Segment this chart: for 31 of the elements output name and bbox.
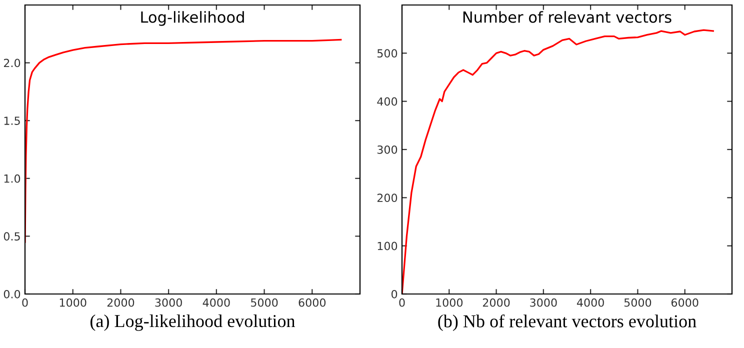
x-tick-label: 4000	[576, 298, 604, 307]
x-tick-label: 4000	[202, 298, 230, 307]
x-tick-label: 6000	[671, 298, 698, 307]
x-tick-label: 1000	[436, 298, 463, 307]
y-tick-label: 0	[391, 290, 398, 298]
chart-title: Number of relevant vectors	[463, 11, 672, 23]
chart-title: Log-likelihood	[141, 11, 244, 26]
y-tick-label: 1.0	[4, 174, 20, 183]
x-tick-label: 2000	[482, 298, 510, 307]
y-tick-label: 100	[378, 242, 398, 250]
x-axis-title: (a) Log-likelihood evolution	[90, 314, 296, 331]
x-tick-label: 2000	[107, 298, 134, 307]
line-series	[402, 29, 714, 294]
x-tick-label: 1000	[60, 298, 86, 307]
x-tick-label: 5000	[251, 298, 278, 307]
y-tick-label: 0.0	[4, 290, 20, 298]
y-tick-label: 0.5	[4, 232, 20, 241]
x-tick-label: 3000	[530, 298, 557, 307]
y-tick-label: 400	[377, 97, 398, 106]
x-tick-label: 5000	[624, 298, 652, 307]
x-tick-label: 0	[399, 298, 405, 307]
y-tick-label: 2.0	[4, 58, 20, 68]
x-tick-label: 6000	[298, 298, 326, 307]
x-axis-title: (b) Nb of relevant vectors evolution	[438, 314, 696, 332]
y-tick-label: 1.5	[4, 116, 20, 125]
line-series	[25, 38, 342, 243]
y-tick-label: 500	[377, 49, 398, 58]
y-tick-label: 300	[377, 145, 398, 154]
y-tick-label: 200	[377, 194, 398, 202]
x-tick-label: 0	[22, 298, 28, 307]
x-tick-label: 3000	[155, 298, 182, 307]
